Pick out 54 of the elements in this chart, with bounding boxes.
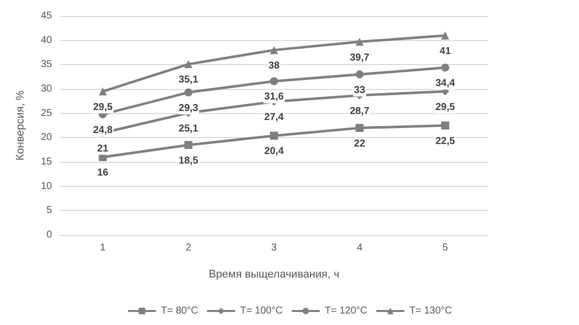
y-tick-label: 25 bbox=[40, 108, 52, 119]
y-axis-title: Конверсия, % bbox=[14, 90, 26, 161]
data-label: 31,6 bbox=[264, 92, 284, 103]
point bbox=[184, 88, 192, 96]
point bbox=[441, 64, 450, 72]
data-label: 28,7 bbox=[350, 106, 370, 117]
point bbox=[270, 132, 278, 140]
legend-label: T= 100°C bbox=[240, 306, 283, 316]
data-label: 34,4 bbox=[435, 78, 456, 90]
data-label: 21 bbox=[97, 143, 109, 154]
point bbox=[356, 124, 364, 132]
x-tick-label: 4 bbox=[356, 242, 363, 254]
point bbox=[98, 87, 107, 96]
data-label: 20,4 bbox=[264, 146, 284, 158]
y-tick-label: 35 bbox=[40, 59, 52, 70]
y-tick-label: 45 bbox=[40, 10, 52, 22]
y-tick-label: 30 bbox=[40, 84, 52, 94]
data-label: 22 bbox=[354, 138, 366, 150]
y-tick-label: 0 bbox=[46, 230, 52, 240]
data-label: 41 bbox=[440, 46, 452, 57]
data-label: 29,5 bbox=[93, 102, 113, 113]
point bbox=[184, 140, 192, 149]
data-label: 22,5 bbox=[435, 136, 456, 147]
data-label: 29,3 bbox=[178, 102, 199, 114]
y-tick-label: 5 bbox=[46, 205, 52, 216]
data-label: 24,8 bbox=[93, 124, 113, 136]
x-tick-label: 3 bbox=[271, 242, 278, 254]
data-label: 38 bbox=[268, 60, 280, 72]
data-label: 27,4 bbox=[264, 112, 284, 124]
point bbox=[441, 122, 450, 130]
point bbox=[356, 70, 364, 78]
x-tick-label: 5 bbox=[442, 242, 448, 254]
data-label: 18,5 bbox=[178, 155, 199, 166]
point bbox=[270, 77, 278, 86]
data-label: 25,1 bbox=[178, 123, 199, 134]
point bbox=[441, 31, 450, 40]
x-axis-title: Время выщелачивания, ч bbox=[208, 268, 340, 280]
y-tick-label: 40 bbox=[40, 34, 52, 46]
x-tick-label: 2 bbox=[186, 242, 192, 254]
y-tick-label: 15 bbox=[40, 156, 52, 168]
point bbox=[184, 60, 192, 68]
point bbox=[356, 38, 364, 46]
point bbox=[270, 46, 278, 54]
data-label: 16 bbox=[97, 168, 109, 179]
data-label: 39,7 bbox=[350, 52, 370, 64]
y-tick-label: 10 bbox=[40, 180, 52, 192]
x-tick-label: 1 bbox=[100, 242, 106, 254]
data-label: 33 bbox=[354, 84, 366, 96]
legend-label: T= 130°C bbox=[409, 306, 452, 316]
data-label: 35,1 bbox=[178, 74, 199, 86]
data-label: 29,5 bbox=[435, 102, 456, 113]
legend-label: T= 80°C bbox=[161, 306, 198, 316]
y-tick-label: 20 bbox=[40, 132, 52, 144]
legend-label: T= 120°C bbox=[324, 306, 368, 316]
